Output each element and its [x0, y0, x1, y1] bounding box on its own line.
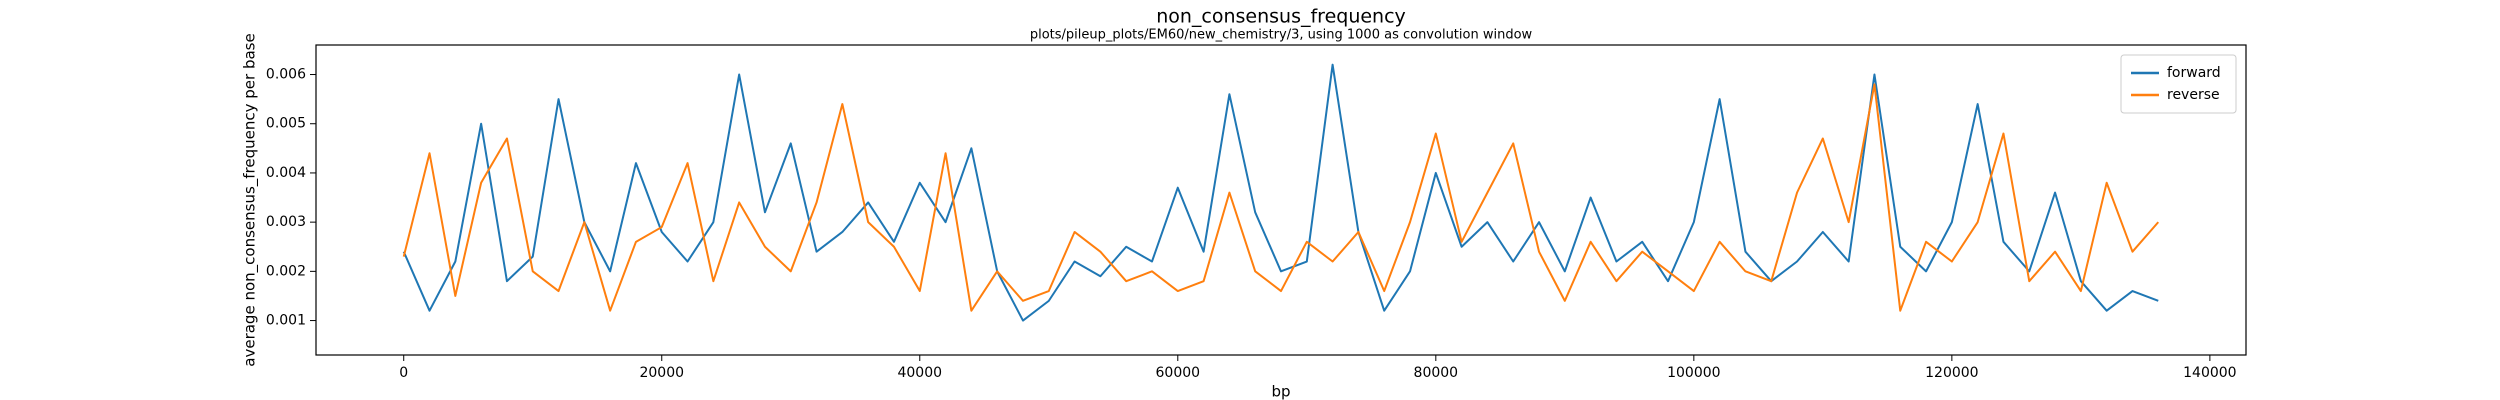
y-tick-label: 0.002: [266, 263, 306, 279]
x-tick-label: 100000: [1667, 365, 1720, 381]
x-tick-label: 80000: [1414, 365, 1459, 381]
x-tick-label: 120000: [1925, 365, 1978, 381]
x-tick-label: 0: [399, 365, 408, 381]
plot-frame: [315, 44, 2247, 356]
chart-subtitle: plots/pileup_plots/EM60/new_chemistry/3,…: [1030, 28, 1533, 43]
y-tick-label: 0.006: [266, 67, 306, 83]
y-tick-label: 0.003: [266, 214, 306, 230]
legend-label: forward: [2167, 65, 2221, 81]
x-tick-label: 140000: [2183, 365, 2236, 381]
y-tick-label: 0.004: [266, 165, 306, 181]
x-axis-label: bp: [1271, 383, 1290, 400]
x-tick-label: 60000: [1156, 365, 1201, 381]
legend-box: [2120, 54, 2237, 114]
x-tick-label: 40000: [897, 365, 942, 381]
chart-title: non_consensus_frequency: [1156, 6, 1406, 28]
legend-label: reverse: [2167, 87, 2220, 103]
y-tick-label: 0.001: [266, 313, 306, 329]
x-tick-label: 20000: [639, 365, 684, 381]
y-tick-label: 0.005: [266, 116, 306, 132]
series-line: [402, 83, 2160, 312]
y-axis-label: average non_consensus_frequency per base: [241, 33, 260, 366]
series-line: [402, 63, 2159, 322]
